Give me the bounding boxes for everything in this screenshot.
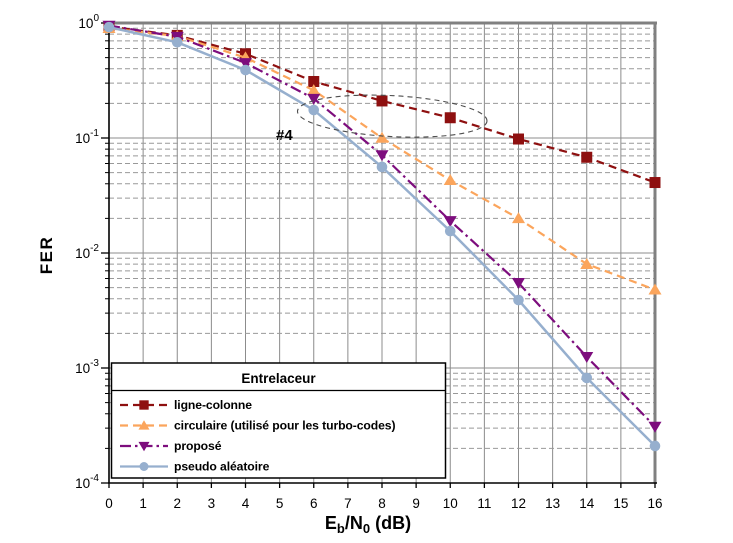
x-axis-title-subscript: b bbox=[337, 521, 345, 536]
x-axis-title-subscript: 0 bbox=[363, 521, 370, 536]
data-point-marker bbox=[308, 75, 320, 87]
y-tick-exponent: -2 bbox=[90, 243, 99, 254]
data-point-marker bbox=[239, 58, 252, 70]
axes bbox=[101, 21, 657, 488]
data-point-marker bbox=[376, 95, 388, 107]
tick-labels: 0 1 2 3 4 5 6 7 8 9 10 11 12 13 14 15 1610010-110-210-31… bbox=[75, 13, 662, 511]
series-line bbox=[108, 25, 656, 184]
y-tick-base: 10 bbox=[75, 476, 90, 491]
data-point-marker bbox=[103, 21, 115, 33]
legend-entry: ligne-colonne bbox=[120, 398, 252, 412]
y-axis-title: FER bbox=[37, 236, 56, 275]
data-point-marker bbox=[649, 177, 661, 189]
data-point-marker bbox=[648, 421, 662, 433]
legend-entry-label: circulaire (utilisé pour les turbo-codes… bbox=[174, 419, 395, 433]
data-point-marker bbox=[443, 173, 457, 185]
legend-entry: circulaire (utilisé pour les turbo-codes… bbox=[120, 419, 396, 433]
x-tick-label: 5 bbox=[276, 496, 284, 511]
x-tick-label: 9 bbox=[412, 496, 420, 511]
y-tick-label: 10-1 bbox=[75, 128, 99, 146]
data-point-marker bbox=[171, 36, 183, 48]
x-axis-title-part: E bbox=[325, 513, 337, 533]
legend-swatch-marker bbox=[138, 420, 150, 430]
data-point-marker bbox=[307, 93, 321, 105]
x-tick-label: 15 bbox=[613, 496, 628, 511]
data-point-marker bbox=[649, 440, 661, 452]
data-point-marker bbox=[443, 216, 457, 228]
data-point-marker bbox=[307, 84, 321, 96]
x-tick-label: 11 bbox=[477, 496, 491, 511]
data-point-marker bbox=[375, 131, 389, 143]
y-tick-label: 10-2 bbox=[75, 243, 99, 261]
data-point-marker bbox=[648, 283, 662, 295]
x-tick-label: 16 bbox=[647, 496, 662, 511]
highlight-ellipse bbox=[296, 94, 488, 138]
x-tick-label: 0 bbox=[105, 496, 113, 511]
data-point-marker bbox=[444, 112, 456, 124]
x-axis-title-part: (dB) bbox=[370, 513, 411, 533]
legend-entry-label: ligne-colonne bbox=[174, 398, 252, 412]
x-tick-label: 4 bbox=[242, 496, 250, 511]
data-point-marker bbox=[581, 372, 593, 384]
x-tick-label: 3 bbox=[208, 496, 216, 511]
data-point-marker bbox=[240, 64, 251, 76]
x-tick-label: 2 bbox=[173, 496, 181, 511]
y-tick-label: 10-4 bbox=[75, 473, 99, 491]
data-point-marker bbox=[513, 294, 524, 306]
legend-title: Entrelaceur bbox=[241, 371, 316, 386]
y-tick-exponent: -4 bbox=[90, 473, 99, 484]
data-point-marker bbox=[581, 151, 593, 163]
y-tick-exponent: -3 bbox=[90, 358, 99, 369]
y-tick-exponent: 0 bbox=[93, 13, 99, 24]
legend-swatch-marker bbox=[139, 400, 149, 410]
y-tick-base: 10 bbox=[75, 131, 90, 146]
x-tick-label: 10 bbox=[443, 496, 458, 511]
series-circle bbox=[103, 21, 661, 452]
x-tick-label: 12 bbox=[511, 496, 526, 511]
x-axis-title: Eb/N0 (dB) bbox=[325, 513, 411, 536]
data-point-marker bbox=[513, 133, 524, 145]
x-tick-label: 8 bbox=[378, 496, 386, 511]
legend-entry: pseudo aléatoire bbox=[120, 460, 270, 474]
data-point-marker bbox=[580, 352, 594, 364]
legend-swatch-marker bbox=[139, 461, 149, 472]
x-axis-title-part: /N bbox=[345, 513, 363, 533]
y-tick-exponent: -1 bbox=[90, 128, 99, 139]
series-triangle-down bbox=[102, 20, 662, 433]
legend-entry-label: proposé bbox=[174, 439, 222, 453]
data-point-marker bbox=[375, 150, 389, 162]
y-tick-base: 10 bbox=[78, 16, 93, 31]
legend-entry: proposé bbox=[120, 439, 222, 453]
data-point-marker bbox=[444, 225, 456, 237]
legend-box bbox=[110, 362, 447, 479]
data-point-marker bbox=[308, 104, 320, 116]
legend: Entrelaceur ligne-colonne circulaire (util… bbox=[110, 362, 447, 479]
data-point-marker bbox=[512, 212, 525, 224]
x-tick-label: 6 bbox=[310, 496, 318, 511]
legend-entry-label: pseudo aléatoire bbox=[174, 460, 270, 474]
y-tick-base: 10 bbox=[75, 361, 90, 376]
y-tick-base: 10 bbox=[75, 246, 90, 261]
data-point-marker bbox=[580, 257, 594, 269]
y-tick-label: 100 bbox=[78, 13, 99, 31]
y-tick-label: 10-3 bbox=[75, 358, 99, 376]
x-tick-label: 1 bbox=[139, 496, 147, 511]
x-tick-label: 14 bbox=[579, 496, 595, 511]
annotation-label: #4 bbox=[276, 127, 293, 144]
data-point-marker bbox=[512, 278, 525, 290]
x-tick-label: 7 bbox=[344, 496, 352, 511]
data-point-marker bbox=[376, 161, 388, 173]
legend-swatch-marker bbox=[138, 441, 150, 452]
x-tick-label: 13 bbox=[545, 496, 560, 511]
